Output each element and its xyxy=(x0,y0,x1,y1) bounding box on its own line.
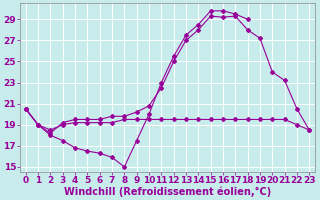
X-axis label: Windchill (Refroidissement éolien,°C): Windchill (Refroidissement éolien,°C) xyxy=(64,186,271,197)
